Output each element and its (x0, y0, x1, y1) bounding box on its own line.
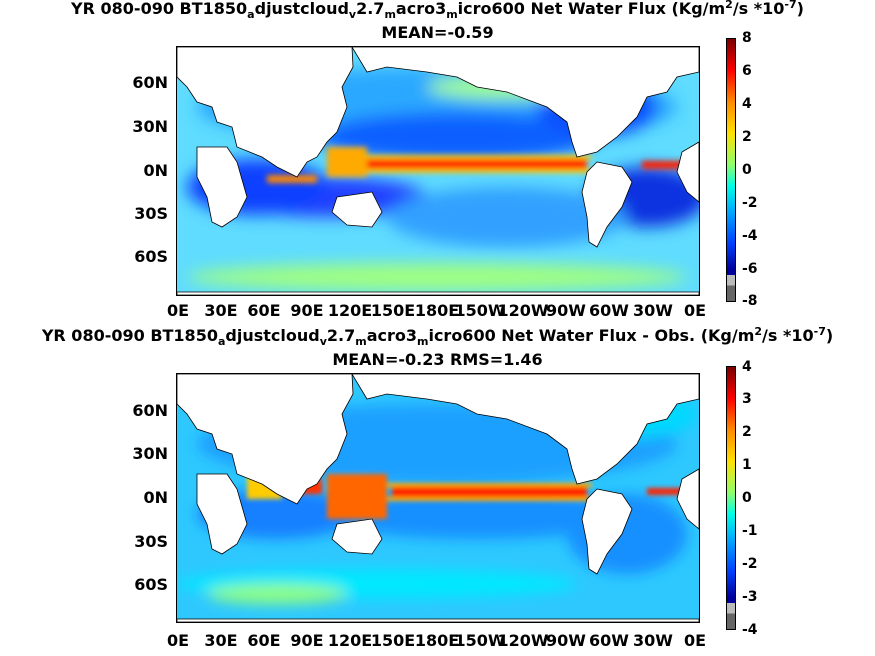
panel1-cbar-tick: 2 (742, 129, 752, 145)
lon-tick: 120E (327, 301, 373, 320)
panel1-cbar-tick: -2 (742, 195, 758, 211)
lon-tick: 90E (290, 631, 324, 650)
lon-tick: 30W (633, 631, 673, 650)
lon-tick: 150W (454, 301, 506, 320)
lon-tick: 120E (327, 631, 373, 650)
lon-tick: 0E (683, 301, 707, 320)
panel1-cbar-tick: 4 (742, 96, 752, 112)
panel2-cbar-tick: -3 (742, 589, 758, 605)
panel2-colorbar (726, 366, 736, 630)
panel2-map (176, 373, 700, 623)
panel1-cbar-tick: -4 (742, 228, 758, 244)
panel2-lat-tick: 0N (143, 488, 168, 507)
panel1-lat-tick: 60N (132, 73, 168, 92)
panel2-cbar-tick: -4 (742, 622, 758, 638)
panel1-cbar-tick: 6 (742, 63, 752, 79)
panel2-title: YR 080-090 BT1850adjustcloudv2.7macro3mi… (41, 325, 834, 348)
panel1-land (177, 47, 699, 295)
lon-tick: 150E (370, 301, 416, 320)
panel2-cbar-tick: 4 (742, 359, 752, 375)
panel1-map (176, 46, 700, 296)
panel2-map-svg (177, 374, 699, 622)
panel1-lat-tick: 0N (143, 161, 168, 180)
panel1-subtitle: MEAN=-0.59 (381, 23, 494, 42)
panel1-lat-tick: 30S (134, 204, 168, 223)
panel2-cbar-tick: 2 (742, 424, 752, 440)
panel1-lon-ticks: 0E 30E 60E 90E 120E 150E 180E 150W 120W … (0, 302, 875, 322)
lon-tick: 150W (454, 631, 506, 650)
panel2-lat-tick: 30N (132, 444, 168, 463)
lon-tick: 90E (290, 301, 324, 320)
panel2-cbar-tick: -1 (742, 523, 758, 539)
panel1-map-svg (177, 47, 699, 295)
lon-tick: 150E (370, 631, 416, 650)
lon-tick: 90W (546, 631, 586, 650)
lon-tick: 0E (683, 631, 707, 650)
lon-tick: 0E (166, 301, 190, 320)
panel2-lat-tick: 30S (134, 532, 168, 551)
panel2-subtitle: MEAN=-0.23 RMS=1.46 (332, 350, 543, 369)
lon-tick: 60E (247, 631, 281, 650)
lon-tick: 120W (497, 301, 549, 320)
lon-tick: 0E (166, 631, 190, 650)
lon-tick: 60W (589, 631, 629, 650)
lon-tick: 180E (414, 631, 460, 650)
panel1-lat-tick: 30N (132, 117, 168, 136)
lon-tick: 120W (497, 631, 549, 650)
lon-tick: 30E (204, 301, 238, 320)
lon-tick: 60W (589, 301, 629, 320)
panel2-lat-tick: 60S (134, 575, 168, 594)
lon-tick: 30E (204, 631, 238, 650)
lon-tick: 60E (247, 301, 281, 320)
panel2-land (177, 374, 699, 622)
panel1-cbar-tick: -6 (742, 261, 758, 277)
panel1-lat-tick: 60S (134, 247, 168, 266)
panel2-lat-tick: 60N (132, 401, 168, 420)
panel1-cbar-tick: -8 (742, 293, 758, 309)
panel2-cbar-tick: 0 (742, 490, 752, 506)
lon-tick: 30W (633, 301, 673, 320)
panel1-cbar-tick: 0 (742, 162, 752, 178)
lon-tick: 180E (414, 301, 460, 320)
panel2-cbar-tick: 3 (742, 391, 752, 407)
panel1-cbar-tick: 8 (742, 30, 752, 46)
panel1-title: YR 080-090 BT1850adjustcloudv2.7macro3mi… (71, 0, 804, 21)
lon-tick: 90W (546, 301, 586, 320)
panel1-colorbar (726, 38, 736, 302)
panel2-cbar-tick: 1 (742, 457, 752, 473)
panel2-lon-ticks: 0E 30E 60E 90E 120E 150E 180E 150W 120W … (0, 632, 875, 652)
panel2-cbar-tick: -2 (742, 556, 758, 572)
